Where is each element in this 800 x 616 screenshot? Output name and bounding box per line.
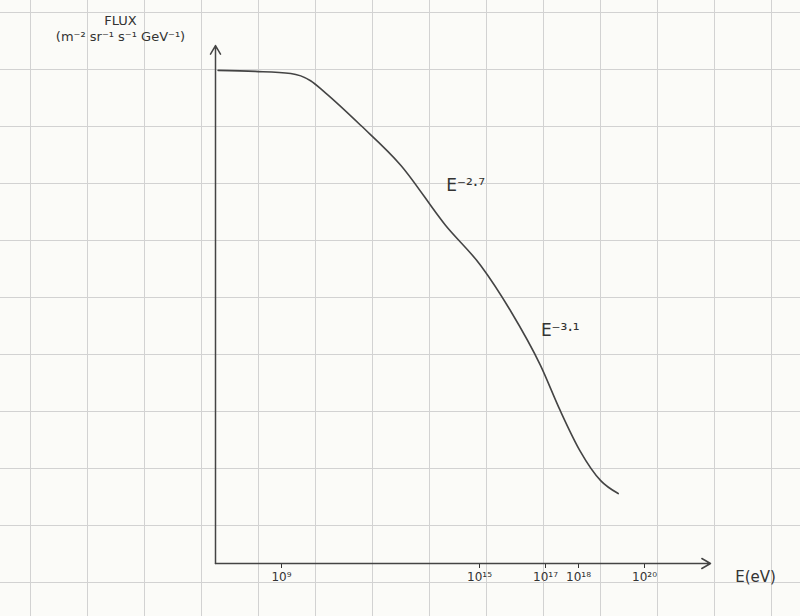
svg-text:10²⁰: 10²⁰ — [632, 570, 657, 584]
svg-text:10¹⁷: 10¹⁷ — [533, 570, 558, 584]
svg-text:10⁹: 10⁹ — [271, 570, 291, 584]
svg-text:E⁻²·⁷: E⁻²·⁷ — [446, 175, 485, 195]
svg-text:10¹⁸: 10¹⁸ — [566, 570, 591, 584]
svg-text:FLUX(m⁻² sr⁻¹ s⁻¹ GeV⁻¹): FLUX(m⁻² sr⁻¹ s⁻¹ GeV⁻¹) — [56, 13, 185, 44]
svg-text:10¹⁵: 10¹⁵ — [467, 570, 492, 584]
svg-text:E⁻³·¹: E⁻³·¹ — [541, 320, 580, 340]
svg-text:E(eV): E(eV) — [735, 568, 776, 586]
